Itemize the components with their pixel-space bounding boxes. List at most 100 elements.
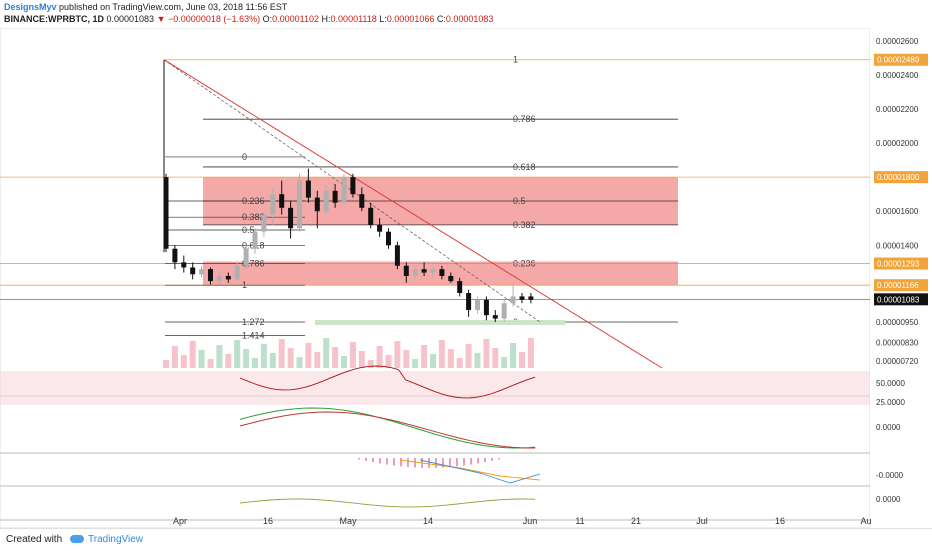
trend-line	[163, 59, 663, 369]
candle-body-33	[457, 281, 463, 294]
x-tick-1: 16	[263, 516, 273, 526]
tradingview-logo[interactable]: TradingView	[70, 534, 143, 545]
x-tick-4: Jun	[523, 516, 538, 526]
footer: Created with TradingView	[0, 528, 932, 551]
price-tick-3: 0.00002000	[876, 139, 919, 148]
candle-body-22	[359, 194, 365, 208]
close-label: C:	[436, 14, 446, 24]
volume-bar-8	[234, 340, 241, 368]
volume-bar-3	[189, 341, 196, 368]
volume-bar-14	[287, 348, 294, 368]
volume-bar-20	[341, 356, 347, 368]
price-tick-8: 0.00000720	[876, 357, 919, 366]
volume-bar-5	[207, 359, 214, 368]
volume-bar-41	[527, 338, 534, 368]
candle-body-24	[377, 224, 383, 232]
low-label: L:	[379, 14, 387, 24]
target-zone	[315, 319, 565, 325]
volume-bar-31	[438, 340, 445, 368]
volume-bar-26	[394, 341, 401, 368]
fib2-label-6: 1	[242, 280, 247, 290]
candle-body-12	[270, 194, 276, 215]
volume-bar-36	[483, 339, 490, 368]
volume-bar-17	[314, 352, 321, 368]
volume-bar-39	[510, 343, 517, 368]
price-label-0: 0.00002489	[877, 56, 920, 65]
candle-body-36	[483, 299, 489, 316]
author-name[interactable]: DesignsMyv	[4, 2, 57, 12]
candle-body-41	[528, 296, 534, 300]
candle-body-28	[412, 269, 418, 276]
candle-body-16	[305, 180, 311, 198]
x-tick-7: Jul	[696, 516, 708, 526]
price-tick-2: 0.00002200	[876, 105, 919, 114]
x-tick-2: May	[339, 516, 357, 526]
candle-body-35	[475, 299, 480, 311]
price-axis-bg	[870, 28, 932, 528]
down-arrow-icon: ▼	[156, 14, 166, 24]
rsi-level-1: 25.0000	[876, 398, 905, 407]
volume-bar-6	[216, 345, 223, 368]
volume-bar-13	[278, 339, 285, 368]
fib-level-label-4: 0.382	[513, 220, 536, 230]
candle-body-21	[350, 177, 356, 195]
volume-bar-23	[367, 360, 374, 368]
price-tick-1: 0.00002400	[876, 71, 919, 80]
price-tick-5: 0.00001400	[876, 241, 919, 250]
volume-bar-22	[358, 351, 365, 368]
x-tick-8: 16	[775, 516, 785, 526]
open-label: O:	[262, 14, 273, 24]
publish-info: published on TradingView.com, June 03, 2…	[59, 2, 288, 12]
volume-bar-28	[412, 359, 419, 368]
volume-bar-16	[305, 343, 312, 368]
volume-bar-30	[430, 354, 436, 368]
candle-body-26	[394, 245, 400, 266]
price-tick-4: 0.00001600	[876, 207, 919, 216]
high-value: 0.00001118	[330, 14, 377, 24]
volume-bar-35	[474, 353, 481, 368]
price-label-bg-2	[874, 257, 928, 270]
macd-line	[239, 407, 536, 449]
candle-body-2	[181, 262, 187, 268]
price-label-bg-4	[874, 293, 928, 306]
price-label-bg-0	[874, 53, 928, 66]
x-tick-0: Apr	[173, 516, 187, 526]
chart-header: DesignsMyv published on TradingView.com,…	[0, 0, 932, 28]
volume-bar-29	[421, 345, 428, 368]
price-label-1: 0.00001800	[877, 173, 920, 182]
last-price: 0.00001083	[106, 14, 155, 24]
osc-line-2	[419, 459, 541, 484]
fib2-label-5: 0.786	[242, 259, 265, 269]
candle-body-32	[448, 275, 454, 282]
fib2-label-7: 1.272	[242, 317, 265, 327]
candle-body-0	[163, 177, 169, 249]
volume-bar-0	[163, 360, 169, 368]
osc-level-0: 0.0000	[876, 423, 901, 432]
candle-body-19	[332, 190, 338, 203]
symbol-label: BINANCE:WPRBTC, 1D	[4, 14, 104, 24]
candle-body-9	[243, 248, 249, 266]
candle-body-31	[439, 269, 445, 276]
fib2-label-1: 0.236	[242, 196, 265, 206]
rsi-band	[0, 371, 870, 405]
candle-body-30	[430, 269, 436, 273]
candle-body-5	[208, 269, 213, 282]
signal-line	[239, 411, 536, 449]
candle-body-8	[234, 265, 240, 280]
candle-body-17	[314, 197, 320, 212]
price-tick-6: 0.00000950	[876, 318, 919, 327]
volume-bar-32	[447, 349, 454, 368]
adx-line	[239, 498, 536, 508]
price-change: −0.00000018 (−1.63%)	[168, 14, 261, 24]
candle-body-11	[261, 214, 267, 232]
fib2-label-8: 1.414	[242, 331, 265, 341]
price-tick-7: 0.00000830	[876, 338, 919, 347]
osc-level-1: -0.0000	[876, 471, 904, 480]
x-tick-6: 21	[631, 516, 641, 526]
price-chart[interactable]: 10.7860.6180.50.3820.236000.2360.3820.50…	[0, 28, 932, 528]
candle-body-4	[199, 269, 205, 275]
volume-bar-10	[252, 358, 258, 368]
volume-bar-24	[376, 346, 383, 368]
volume-bar-37	[492, 348, 499, 368]
volume-bar-11	[260, 344, 267, 368]
